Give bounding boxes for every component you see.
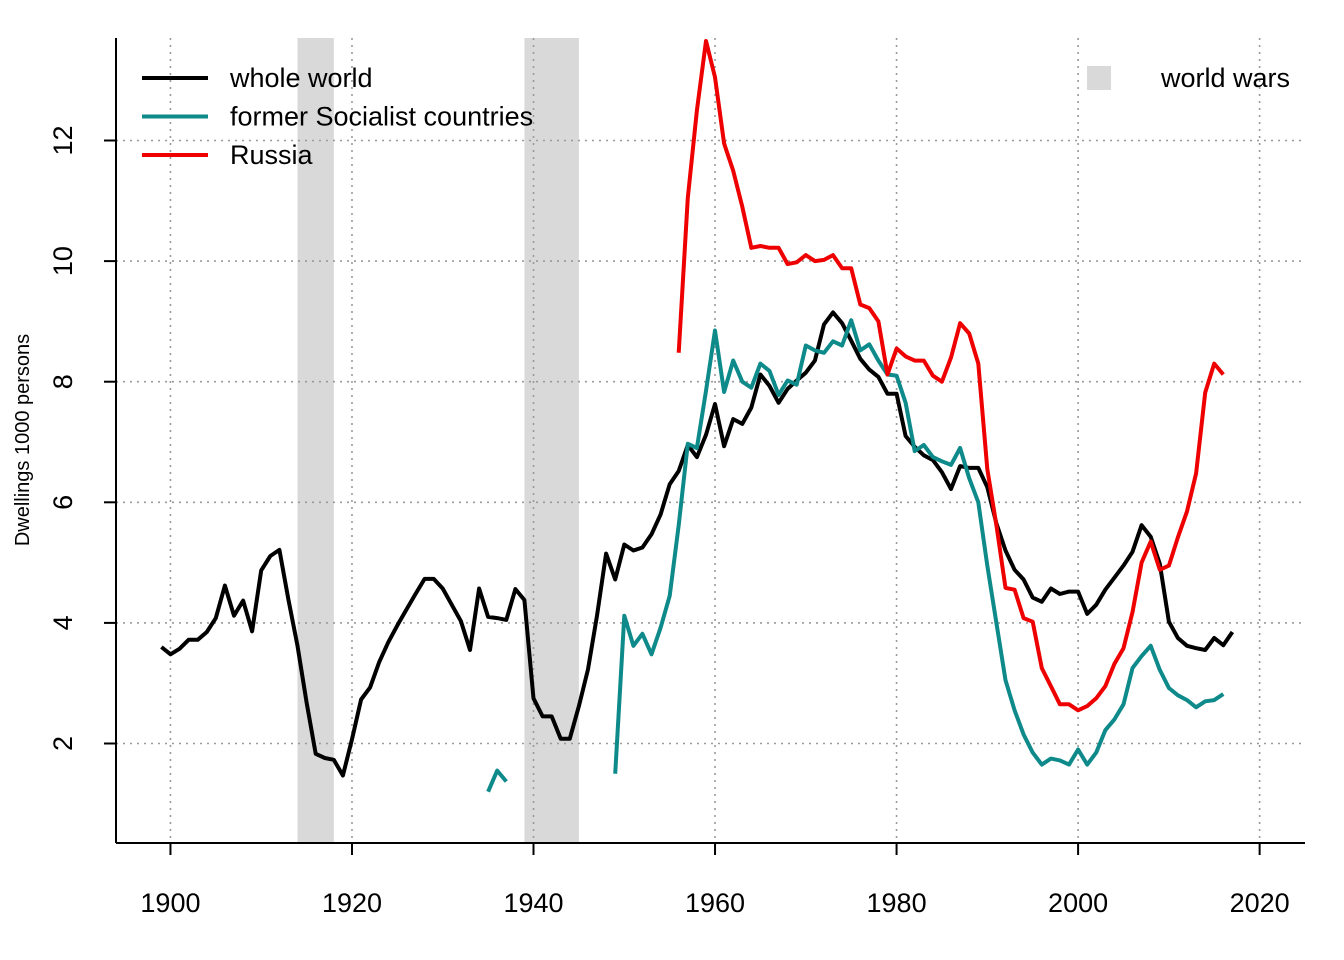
x-tick-label-1960: 1960	[685, 888, 745, 918]
world-war-band-1	[297, 38, 334, 843]
y-tick-label-12: 12	[48, 125, 78, 155]
x-tick-label-1980: 1980	[867, 888, 927, 918]
y-axis-title: Dwellings 1000 persons	[12, 334, 34, 546]
band-legend: world wars	[1087, 63, 1290, 93]
legend-label-whole-world: whole world	[229, 63, 373, 93]
x-tick-label-2020: 2020	[1230, 888, 1290, 918]
legend-swatch-world-wars	[1087, 66, 1111, 90]
series-line-former-socialist-countries-seg-2	[613, 318, 1225, 774]
series-line-russia-seg-1	[676, 39, 1225, 713]
series-lines	[160, 39, 1235, 793]
x-tick-label-2000: 2000	[1048, 888, 1108, 918]
world-war-band-2	[524, 38, 579, 843]
series-line-whole-world-seg-1	[160, 310, 1235, 778]
x-axis-ticks: 1900 1920 1940 1960 1980 2000 2020	[140, 843, 1290, 918]
grid-lines	[116, 38, 1305, 843]
x-tick-label-1900: 1900	[140, 888, 200, 918]
x-tick-label-1920: 1920	[322, 888, 382, 918]
y-tick-label-6: 6	[48, 495, 78, 510]
y-tick-label-8: 8	[48, 374, 78, 389]
y-tick-label-2: 2	[48, 736, 78, 751]
x-tick-label-1940: 1940	[503, 888, 563, 918]
legend-label-world-wars: world wars	[1160, 63, 1290, 93]
y-axis-ticks: 2 4 6 8 10 12	[48, 125, 116, 751]
legend-label-russia: Russia	[230, 140, 314, 170]
world-war-bands	[297, 38, 579, 843]
series-line-former-socialist-countries-seg-1	[486, 768, 508, 793]
axes	[115, 38, 1305, 844]
legend-label-former-socialist-countries: former Socialist countries	[230, 102, 533, 132]
y-tick-label-10: 10	[48, 246, 78, 276]
series-legend: whole world former Socialist countries Rus…	[142, 63, 533, 170]
y-tick-label-4: 4	[48, 615, 78, 630]
